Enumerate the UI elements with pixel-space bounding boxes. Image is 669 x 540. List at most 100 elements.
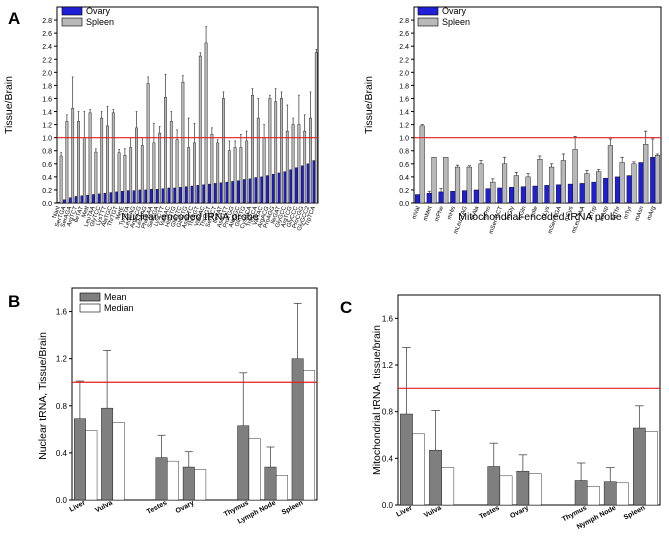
A2-bar-spleen [432, 157, 437, 203]
A1-bar-spleen [170, 121, 172, 203]
A2-ytick-label: 2.4 [399, 44, 409, 51]
A2-ytick-label: 2.8 [399, 18, 409, 25]
B-category-label: Ovary [175, 500, 196, 516]
A2-legend-swatch [418, 7, 438, 15]
A2-bar-spleen [538, 159, 543, 203]
A1-ytick-label: 2.0 [42, 70, 52, 77]
C-bar-median [587, 486, 599, 505]
A1-bar-ovary [249, 179, 251, 203]
A2-ytick-label: 2.0 [399, 70, 409, 77]
A2-bar-ovary [462, 191, 467, 203]
C-category-label: Spleen [623, 505, 647, 522]
C-bar-median [529, 474, 541, 506]
A2-legend-swatch [418, 18, 438, 26]
A2-category-label: mHis [447, 206, 457, 221]
A2-bar-ovary [545, 185, 550, 203]
A1-bar-ovary [75, 196, 77, 203]
A1-bar-ovary [92, 195, 94, 203]
A1-legend-swatch [62, 18, 82, 26]
C-bar-median [442, 468, 454, 505]
A2-bar-ovary [639, 162, 644, 203]
A1-bar-ovary [121, 191, 123, 203]
A2-ytick-label: 0.6 [399, 162, 409, 169]
A2-bar-spleen [526, 177, 531, 203]
A2-bar-ovary [521, 187, 526, 203]
A1-bar-spleen [309, 118, 311, 203]
A2-ytick-label: 0.0 [399, 201, 409, 208]
A1-ytick-label: 2.6 [42, 31, 52, 38]
C-ytick-label: 0.4 [382, 454, 394, 463]
A1-bar-ovary [133, 191, 135, 203]
A1-bar-ovary [98, 194, 100, 203]
C-bar-mean [429, 450, 441, 505]
C-bar-mean [575, 481, 587, 506]
A2-bar-spleen [467, 167, 472, 203]
A1-bar-ovary [191, 186, 193, 203]
A2-legend-label: Spleen [442, 17, 470, 27]
A1-bar-spleen [135, 128, 137, 203]
A1-bar-spleen [89, 113, 91, 203]
B-legend-swatch [80, 293, 100, 301]
A1-bar-ovary [185, 187, 187, 203]
A2-bar-spleen [573, 149, 578, 203]
A2-bar-spleen [514, 176, 519, 203]
A2-legend-label: Ovary [442, 6, 467, 16]
C-bar-mean [488, 467, 500, 506]
A2-bar-spleen [455, 167, 460, 203]
A1-bar-spleen [246, 141, 248, 203]
A2-ytick-label: 2.6 [399, 31, 409, 38]
A1-bar-spleen [211, 134, 213, 203]
C-panel-label: C [340, 298, 352, 317]
A1-bar-spleen [77, 121, 79, 203]
A2-bar-spleen [585, 174, 590, 203]
A1-bar-ovary [162, 189, 164, 203]
B-bar-median [195, 469, 206, 500]
A1-bar-spleen [159, 133, 161, 203]
A1-bar-ovary [203, 185, 205, 203]
A2-bar-ovary [450, 191, 455, 203]
A2-category-label: mAsn [634, 206, 645, 222]
C-ytick-label: 0.8 [382, 408, 394, 417]
A1-bar-ovary [150, 189, 152, 203]
A2-bar-spleen [643, 144, 648, 203]
A2-x-axis-title: Mitochondrial-encoded tRNA probe [458, 211, 622, 223]
C-category-label: Liver [395, 504, 413, 518]
A2-category-label: mVal [412, 206, 422, 220]
A1-bar-spleen [130, 147, 132, 203]
B-panel-label: B [8, 292, 20, 311]
A2-category-label: mPhe [434, 205, 445, 222]
A2-ytick-label: 1.0 [399, 136, 409, 143]
C-bar-mean [633, 428, 645, 505]
B-y-axis-title: Nuclear tRNA, Tissue/Brain [37, 332, 49, 460]
B-bar-mean [74, 419, 85, 500]
A1-bar-spleen [164, 97, 166, 203]
B-bar-median [86, 431, 97, 500]
A2-ytick-label: 2.2 [399, 57, 409, 64]
A2-bar-spleen [596, 172, 601, 203]
A1-bar-spleen [60, 156, 62, 203]
C-category-label: Testes [478, 505, 501, 521]
A1-ytick-label: 0.0 [42, 201, 52, 208]
A2-bar-ovary [615, 177, 620, 203]
B-legend-swatch [80, 304, 100, 312]
A1-ytick-label: 1.0 [42, 136, 52, 143]
A1-bar-ovary [116, 192, 118, 203]
A1-bar-spleen [188, 147, 190, 203]
A1-bar-spleen [141, 146, 143, 203]
A1-bar-ovary [261, 177, 263, 203]
A1-ytick-label: 2.4 [42, 44, 52, 51]
A1-bar-ovary [58, 202, 60, 203]
B-bar-mean [101, 408, 112, 500]
B-category-label: Vulva [94, 500, 114, 515]
A1-bar-ovary [272, 174, 274, 203]
A2-ytick-label: 1.6 [399, 96, 409, 103]
A2-bar-spleen [632, 164, 637, 203]
A1-bar-ovary [220, 183, 222, 203]
A2-ytick-label: 0.2 [399, 188, 409, 195]
A1-bar-spleen [263, 138, 265, 203]
A2-bar-spleen [479, 164, 484, 203]
A1-bar-ovary [168, 188, 170, 203]
A1-bar-ovary [313, 161, 315, 203]
A1-bar-ovary [87, 195, 89, 203]
A1-bar-spleen [95, 152, 97, 203]
